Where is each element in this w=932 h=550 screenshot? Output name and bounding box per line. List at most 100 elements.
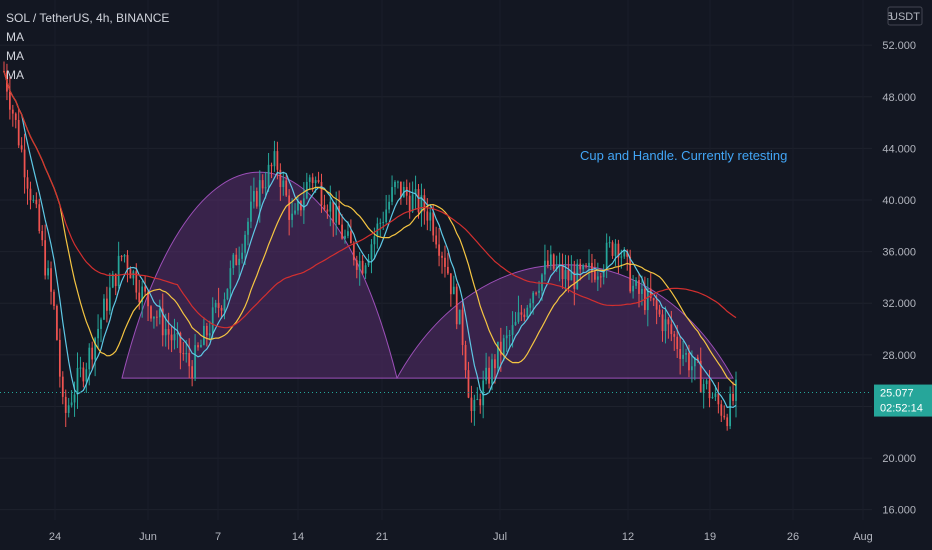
currency-button[interactable]: USDT bbox=[890, 11, 920, 23]
candle-body bbox=[320, 181, 323, 206]
price-axis[interactable]: 16.00020.00024.00028.00032.00036.00040.0… bbox=[872, 0, 932, 550]
handle-shape[interactable] bbox=[396, 264, 734, 379]
ma-fast-line bbox=[3, 71, 737, 409]
candle-body bbox=[441, 255, 443, 258]
candle-body bbox=[464, 345, 467, 371]
candle-body bbox=[214, 302, 217, 308]
candle-body bbox=[385, 209, 388, 223]
last-price-badge[interactable] bbox=[874, 384, 932, 417]
candle-body bbox=[108, 287, 111, 311]
candle-body bbox=[117, 255, 120, 287]
candle-body bbox=[150, 306, 152, 319]
candle-body bbox=[544, 260, 546, 275]
candle-body bbox=[520, 312, 523, 315]
cup-and-handle-pattern bbox=[121, 171, 734, 379]
candle-body bbox=[423, 195, 426, 212]
candle-body bbox=[11, 109, 14, 114]
time-tick-label: Jun bbox=[139, 531, 157, 543]
annotation-text[interactable]: Cup and Handle. Currently retesting bbox=[580, 148, 787, 163]
candle-body bbox=[229, 268, 232, 289]
indicator-ma-2[interactable]: MA bbox=[6, 49, 24, 63]
candle-body bbox=[94, 338, 97, 360]
candle-body bbox=[273, 151, 276, 167]
candle-body bbox=[397, 181, 399, 183]
candle-body bbox=[693, 357, 696, 367]
candle-body bbox=[411, 194, 414, 212]
candle-body bbox=[153, 316, 155, 319]
candle-body bbox=[620, 256, 623, 258]
candle-body bbox=[723, 415, 726, 418]
time-axis[interactable]: 24 Jun 7 14 21 Jul 12 19 26 Aug bbox=[49, 531, 873, 543]
candle-body bbox=[164, 329, 167, 336]
candle-body bbox=[661, 314, 664, 332]
candle-body bbox=[673, 334, 676, 337]
candle-body bbox=[649, 288, 652, 299]
candle-body bbox=[605, 242, 608, 270]
candle-body bbox=[147, 291, 149, 307]
candle-body bbox=[82, 367, 85, 382]
candle-body bbox=[182, 352, 185, 355]
candle-body bbox=[79, 367, 82, 369]
candle-body bbox=[638, 280, 640, 294]
ma-mid-line bbox=[3, 71, 737, 386]
candle-body bbox=[379, 222, 382, 224]
candle-body bbox=[232, 254, 235, 269]
candle-body bbox=[676, 336, 679, 350]
currency-prefix: 5 bbox=[887, 11, 893, 23]
candle-body bbox=[394, 181, 396, 188]
candle-body bbox=[300, 200, 302, 211]
candle-body bbox=[588, 262, 590, 267]
candle-body bbox=[679, 349, 682, 359]
candle-body bbox=[576, 263, 579, 289]
candle-body bbox=[470, 397, 473, 412]
candle-body bbox=[497, 341, 499, 369]
last-price-value: 25.077 bbox=[880, 388, 914, 400]
candle-body bbox=[708, 380, 711, 399]
candle-body bbox=[535, 292, 537, 294]
candle-body bbox=[696, 357, 699, 361]
candle-body bbox=[73, 394, 76, 403]
candle-body bbox=[285, 180, 288, 196]
candle-body bbox=[335, 205, 338, 223]
candle-body bbox=[253, 191, 255, 202]
candle-body bbox=[35, 199, 38, 205]
candle-body bbox=[267, 164, 270, 188]
candle-body bbox=[226, 288, 229, 300]
candle-body bbox=[270, 164, 273, 167]
symbol-title[interactable]: SOL / TetherUS, 4h, BINANCE bbox=[6, 11, 170, 25]
candle-body bbox=[341, 224, 343, 239]
candle-body bbox=[179, 332, 182, 353]
candle-body bbox=[297, 200, 299, 211]
candle-body bbox=[344, 235, 346, 239]
indicator-ma-3[interactable]: MA bbox=[6, 68, 24, 82]
candle-body bbox=[711, 396, 714, 399]
candle-body bbox=[705, 380, 708, 385]
candle-body bbox=[717, 393, 720, 405]
candle-body bbox=[332, 201, 335, 223]
candle-body bbox=[549, 254, 552, 266]
candle-body bbox=[452, 286, 455, 295]
candle-body bbox=[47, 268, 49, 276]
candle-body bbox=[141, 286, 144, 303]
candle-body bbox=[238, 258, 241, 266]
time-tick-label: Jul bbox=[493, 531, 507, 543]
candle-body bbox=[261, 180, 264, 189]
candle-body bbox=[526, 307, 529, 318]
candle-body bbox=[614, 243, 617, 256]
candle-body bbox=[264, 187, 267, 189]
candle-body bbox=[517, 312, 520, 322]
candle-body bbox=[38, 204, 41, 232]
candle-body bbox=[311, 177, 314, 184]
indicator-ma-1[interactable]: MA bbox=[6, 30, 24, 44]
candle-body bbox=[347, 231, 349, 236]
candle-body bbox=[511, 325, 514, 335]
grid bbox=[0, 44, 872, 511]
candle-body bbox=[714, 393, 717, 397]
candle-body bbox=[58, 339, 61, 377]
candle-body bbox=[29, 188, 32, 201]
candle-body bbox=[67, 405, 70, 413]
candle-body bbox=[479, 398, 482, 406]
candle-body bbox=[594, 271, 596, 280]
candle-body bbox=[161, 308, 164, 336]
